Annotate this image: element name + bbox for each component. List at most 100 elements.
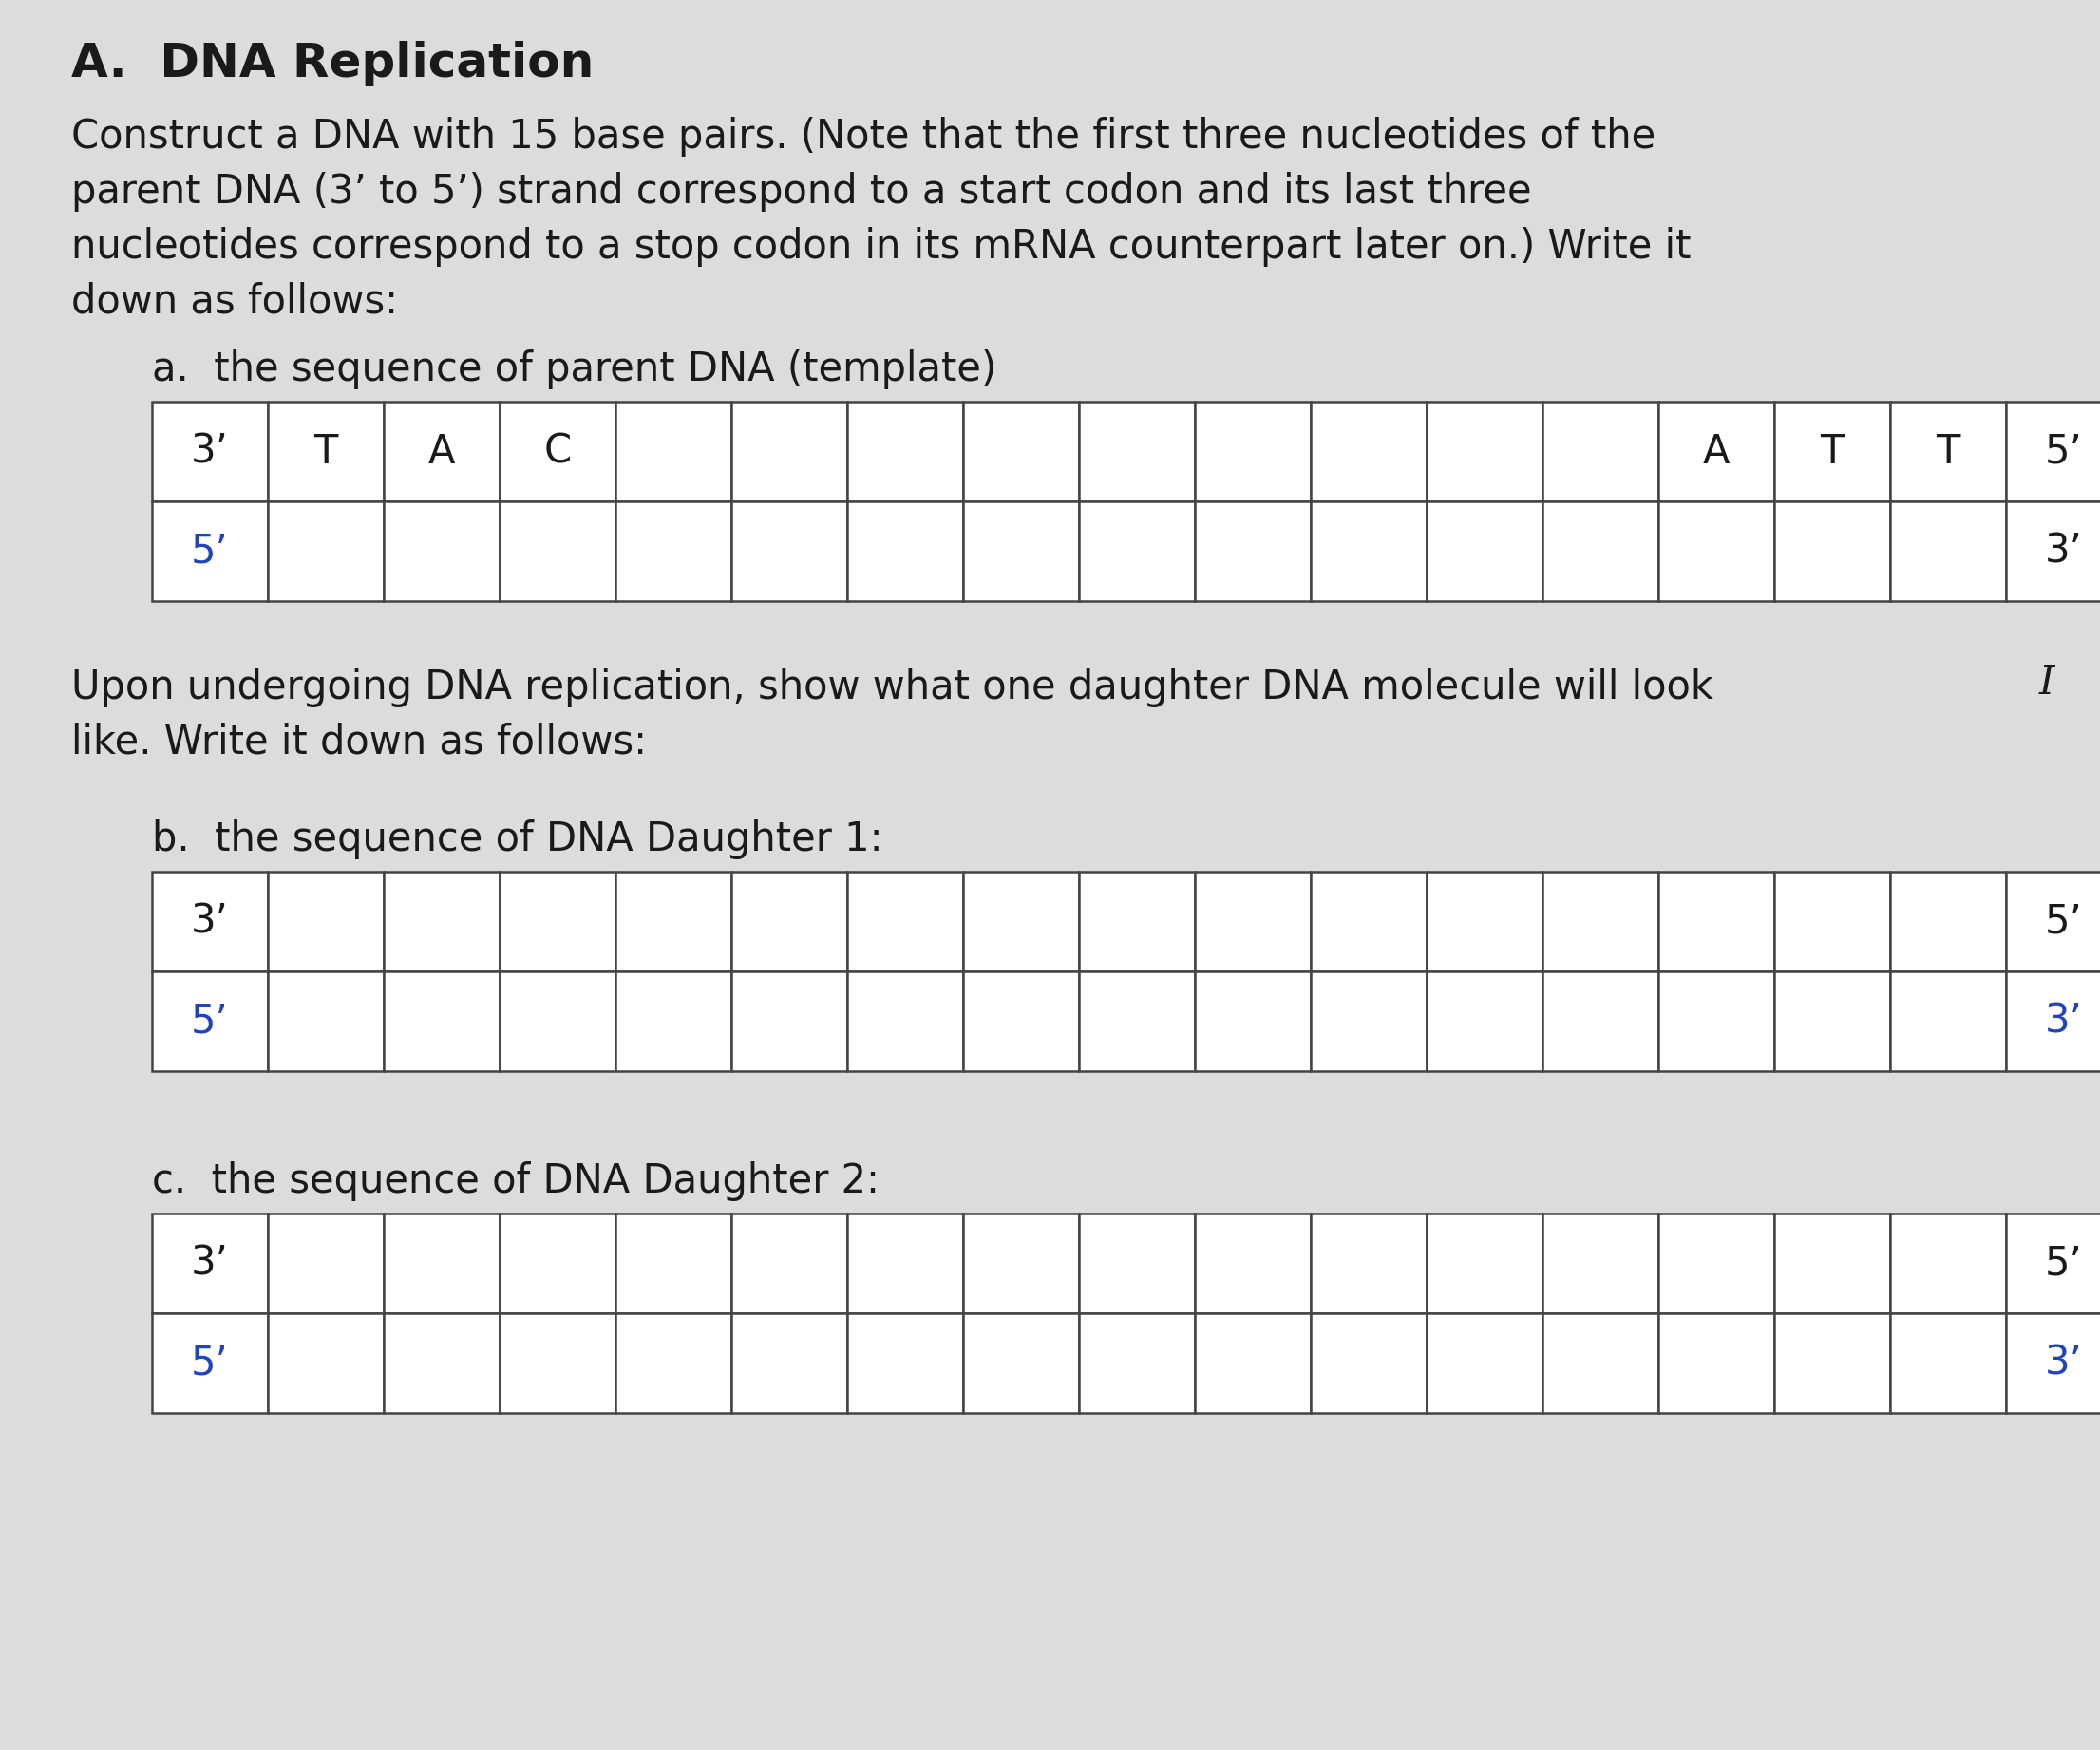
Bar [269, 403, 384, 500]
Bar [846, 1213, 964, 1312]
Bar [1774, 500, 1890, 600]
Bar [384, 1213, 500, 1312]
Bar [269, 1312, 384, 1412]
Text: 3’: 3’ [191, 432, 229, 471]
Text: I: I [2039, 663, 2054, 704]
Bar [500, 1213, 615, 1312]
Bar [500, 1312, 615, 1412]
Text: down as follows:: down as follows: [71, 282, 399, 322]
Bar [2006, 500, 2100, 600]
Text: T: T [313, 432, 338, 471]
Bar [1659, 971, 1774, 1071]
Bar [846, 971, 964, 1071]
Bar [151, 403, 269, 500]
Bar [1890, 1312, 2006, 1412]
Bar [615, 1312, 731, 1412]
Text: 5’: 5’ [191, 1001, 229, 1041]
Bar [615, 403, 731, 500]
Text: Construct a DNA with 15 base pairs. (Note that the first three nucleotides of th: Construct a DNA with 15 base pairs. (Not… [71, 117, 1655, 158]
Text: 5’: 5’ [2045, 432, 2083, 471]
Bar [2006, 971, 2100, 1071]
Bar [384, 971, 500, 1071]
Bar [1079, 1213, 1195, 1312]
Text: C: C [544, 432, 571, 471]
Bar [500, 871, 615, 971]
Bar [1195, 971, 1310, 1071]
Bar [846, 500, 964, 600]
Bar [2006, 1312, 2100, 1412]
Bar [1195, 500, 1310, 600]
Bar [1544, 1213, 1659, 1312]
Bar [615, 500, 731, 600]
Bar [964, 403, 1079, 500]
Bar [1426, 403, 1543, 500]
Bar [1079, 971, 1195, 1071]
Bar [1079, 500, 1195, 600]
Bar [731, 971, 846, 1071]
Bar [1659, 1312, 1774, 1412]
Bar [1195, 403, 1310, 500]
Bar [151, 871, 269, 971]
Bar [1544, 500, 1659, 600]
Bar [1079, 871, 1195, 971]
Bar [1079, 1312, 1195, 1412]
Text: 3’: 3’ [191, 901, 229, 942]
Bar [1426, 1312, 1543, 1412]
Bar [1659, 403, 1774, 500]
Bar [964, 1312, 1079, 1412]
Bar [731, 500, 846, 600]
Text: 3’: 3’ [191, 1244, 229, 1283]
Bar [1774, 971, 1890, 1071]
Bar [964, 971, 1079, 1071]
Bar [615, 1213, 731, 1312]
Text: 5’: 5’ [191, 532, 229, 570]
Bar [1310, 1213, 1426, 1312]
Bar [846, 871, 964, 971]
Bar [731, 871, 846, 971]
Bar [1544, 871, 1659, 971]
Bar [500, 403, 615, 500]
Bar [1544, 1312, 1659, 1412]
Text: like. Write it down as follows:: like. Write it down as follows: [71, 723, 647, 763]
Text: b.  the sequence of DNA Daughter 1:: b. the sequence of DNA Daughter 1: [151, 819, 882, 859]
Bar [151, 971, 269, 1071]
Bar [269, 971, 384, 1071]
Bar [731, 1213, 846, 1312]
Bar [1774, 871, 1890, 971]
Text: 3’: 3’ [2045, 532, 2083, 570]
Bar [269, 500, 384, 600]
Bar [1774, 1312, 1890, 1412]
Bar [1195, 871, 1310, 971]
Bar [964, 500, 1079, 600]
Bar [384, 1312, 500, 1412]
Text: parent DNA (3’ to 5’) strand correspond to a start codon and its last three: parent DNA (3’ to 5’) strand correspond … [71, 172, 1531, 212]
Bar [964, 1213, 1079, 1312]
Bar [1310, 1312, 1426, 1412]
Text: 5’: 5’ [2045, 1244, 2083, 1283]
Bar [1426, 871, 1543, 971]
Bar [1544, 403, 1659, 500]
Bar [1426, 971, 1543, 1071]
Bar [384, 500, 500, 600]
Text: A: A [1703, 432, 1730, 471]
Bar [269, 871, 384, 971]
Text: 3’: 3’ [2045, 1001, 2083, 1041]
Text: T: T [1936, 432, 1959, 471]
Bar [2006, 1213, 2100, 1312]
Bar [1774, 403, 1890, 500]
Bar [1890, 500, 2006, 600]
Bar [846, 403, 964, 500]
Bar [1544, 971, 1659, 1071]
Bar [1774, 1213, 1890, 1312]
Bar [731, 403, 846, 500]
Bar [500, 500, 615, 600]
Bar [1426, 500, 1543, 600]
Bar [1659, 1213, 1774, 1312]
Bar [1659, 871, 1774, 971]
Bar [1310, 871, 1426, 971]
Text: 5’: 5’ [2045, 901, 2083, 942]
Bar [615, 871, 731, 971]
Bar [846, 1312, 964, 1412]
Bar [1890, 403, 2006, 500]
Bar [1079, 403, 1195, 500]
